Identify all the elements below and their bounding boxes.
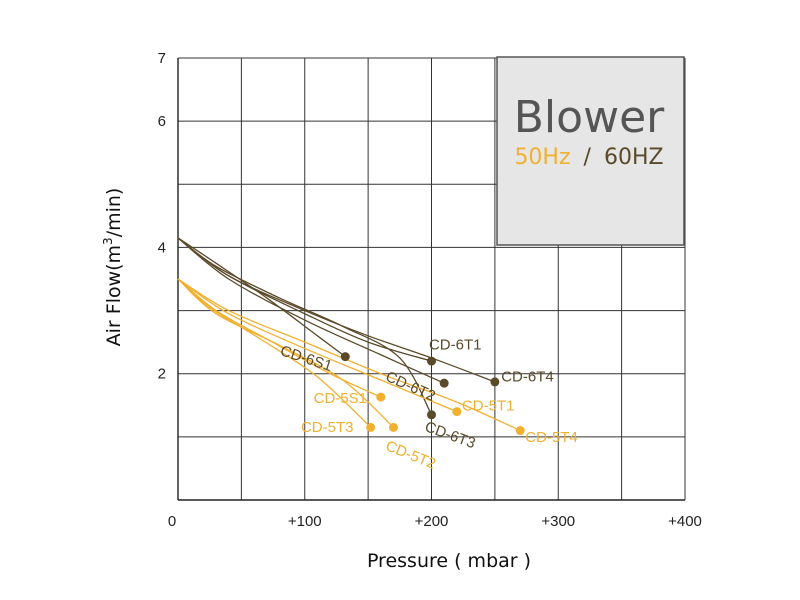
curve-label-cd-6t1: CD-6T1 — [429, 337, 482, 354]
marker-cd-6s1 — [340, 352, 350, 362]
curves — [177, 237, 521, 432]
y-axis-title: Air Flow(m3/min) — [101, 188, 125, 347]
x-tick-label: 0 — [168, 513, 176, 530]
y-tick-label: 2 — [158, 366, 166, 383]
x-tick-label: +300 — [541, 513, 575, 530]
curve-cd-6s1 — [177, 237, 346, 358]
y-axis-title-sup: 3 — [101, 237, 115, 245]
curve-label-cd-5s1: CD-5S1 — [314, 390, 367, 407]
curve-label-cd-5t1: CD-5T1 — [462, 397, 515, 414]
marker-cd-6t1 — [427, 356, 436, 366]
marker-cd-5t1 — [452, 407, 462, 417]
curve-cd-5t1 — [177, 278, 458, 413]
end-markers — [340, 352, 525, 436]
curve-cd-5t3 — [177, 278, 372, 428]
legend-separator: / — [584, 145, 592, 170]
curve-cd-6t3 — [177, 237, 433, 416]
x-tick-label: +100 — [288, 513, 322, 530]
legend-box: Blower 50Hz / 60HZ — [496, 56, 685, 246]
y-axis-title-base: Air Flow(m — [103, 245, 125, 346]
curve-label-cd-5t4: CD-5T4 — [525, 429, 578, 446]
curve-label-cd-6s1: CD-6S1 — [278, 342, 334, 375]
tick-labels: 0 +100 +200 +300 +400 2 4 6 7 — [158, 50, 702, 530]
legend-50hz: 50Hz — [514, 145, 570, 170]
curve-label-cd-6t4: CD-6T4 — [501, 368, 554, 385]
legend-frequency: 50Hz / 60HZ — [514, 145, 663, 170]
y-tick-label: 6 — [158, 113, 166, 130]
x-axis-title: Pressure ( mbar ) — [367, 550, 531, 572]
x-tick-label: +200 — [415, 513, 449, 530]
marker-cd-6t3 — [427, 410, 436, 420]
y-tick-label: 7 — [158, 50, 166, 67]
marker-cd-6t4 — [490, 377, 500, 387]
marker-cd-5s1 — [376, 392, 386, 402]
x-tick-label: +400 — [668, 513, 702, 530]
legend-background — [496, 56, 685, 246]
marker-cd-5t2 — [388, 422, 398, 432]
marker-cd-5t3 — [366, 422, 376, 432]
curve-cd-6t2 — [177, 237, 445, 384]
curve-label-cd-5t2: CD-5T2 — [383, 437, 438, 472]
marker-cd-5t4 — [515, 426, 525, 436]
legend-60hz: 60HZ — [604, 145, 664, 170]
curve-cd-6t4 — [177, 237, 496, 383]
y-tick-label: 4 — [158, 239, 166, 256]
curve-label-cd-5t3: CD-5T3 — [301, 419, 354, 436]
marker-cd-6t2 — [439, 378, 449, 388]
curve-label-cd-6t3: CD-6T3 — [423, 418, 478, 452]
curve-cd-5t2 — [177, 278, 394, 428]
y-axis-title-tail: /min) — [103, 188, 125, 238]
legend-title: Blower — [514, 92, 665, 143]
